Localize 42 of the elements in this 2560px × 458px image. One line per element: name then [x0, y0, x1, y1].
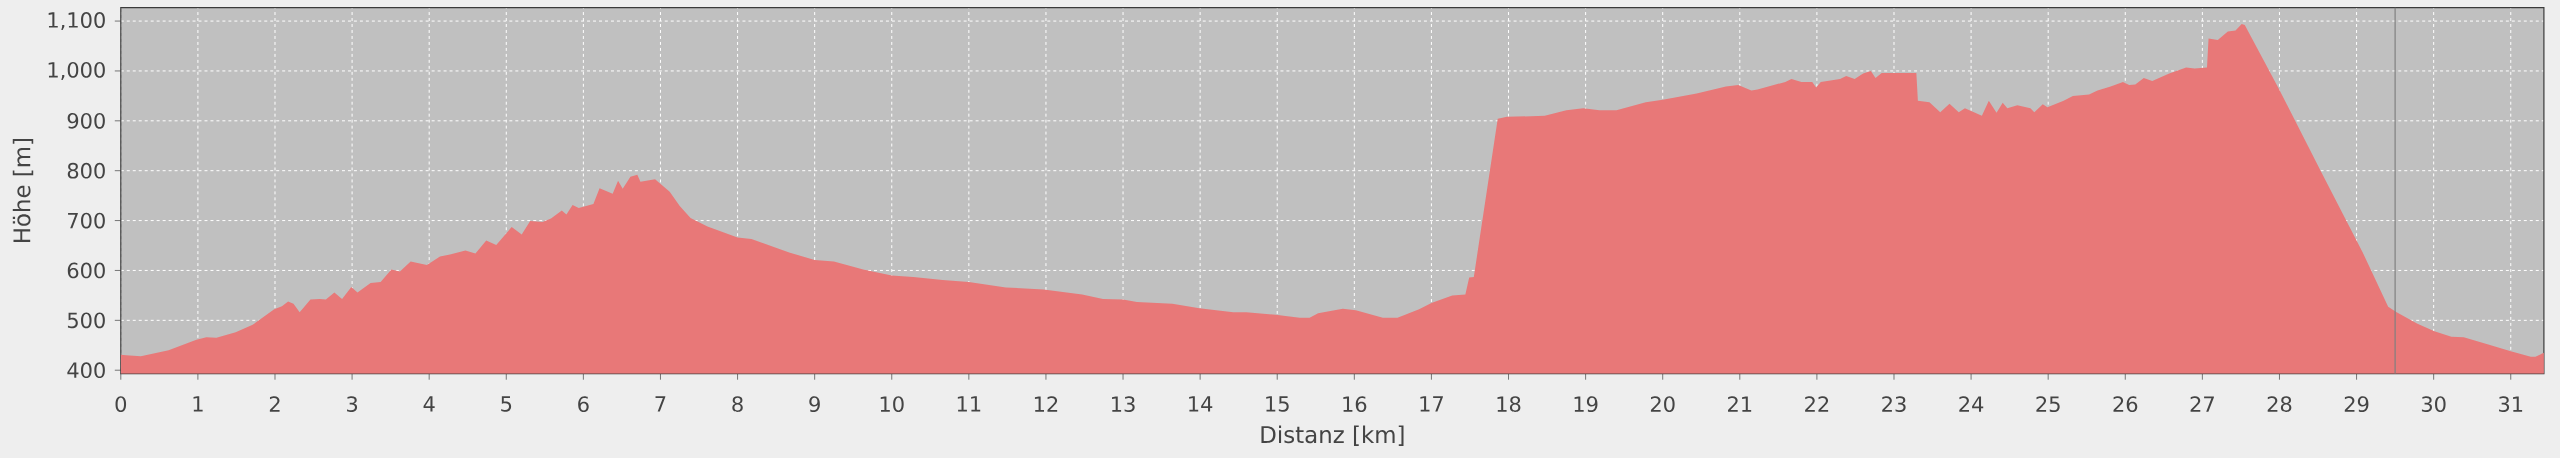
x-tick-label: 23 — [1882, 396, 1906, 413]
y-tick-label: 1,000 — [48, 61, 105, 80]
x-tick-label: 7 — [655, 396, 666, 412]
x-tick-label: 12 — [1034, 396, 1058, 412]
x-tick-label: 19 — [1574, 396, 1598, 413]
x-tick-label: 14 — [1189, 396, 1213, 412]
x-tick-label: 0 — [115, 396, 127, 413]
x-tick-label: 17 — [1420, 396, 1443, 412]
y-tick-label: 700 — [68, 212, 105, 229]
x-tick-label: 13 — [1112, 396, 1135, 413]
x-tick-label: 20 — [1650, 396, 1675, 413]
x-tick-label: 29 — [2344, 396, 2369, 413]
x-tick-label: 18 — [1497, 396, 1521, 413]
x-tick-label: 6 — [578, 396, 589, 413]
x-tick-label: 16 — [1343, 396, 1367, 413]
y-tick-label: 1,100 — [48, 12, 105, 31]
x-tick-label: 5 — [501, 396, 512, 412]
x-tick-label: 11 — [957, 396, 981, 412]
y-tick-label: 500 — [67, 312, 105, 329]
y-tick-label: 800 — [67, 162, 105, 179]
x-tick-label: 15 — [1266, 396, 1289, 412]
y-tick-label: 600 — [67, 262, 105, 279]
y-axis-title: Höhe [m] — [12, 138, 34, 243]
x-tick-label: 10 — [880, 396, 904, 413]
x-tick-label: 24 — [1959, 396, 1984, 412]
x-tick-label: 22 — [1805, 396, 1829, 412]
x-tick-label: 26 — [2113, 396, 2138, 413]
x-tick-label: 30 — [2421, 396, 2446, 413]
y-tick-label: 400 — [67, 362, 105, 379]
x-tick-label: 2 — [269, 396, 280, 412]
x-tick-label: 8 — [732, 396, 743, 413]
x-tick-label: 4 — [423, 396, 435, 412]
x-tick-label: 3 — [347, 396, 358, 413]
x-tick-label: 21 — [1728, 396, 1752, 412]
x-tick-label: 9 — [809, 396, 820, 413]
x-tick-label: 28 — [2267, 396, 2292, 413]
x-tick-label: 25 — [2036, 396, 2060, 413]
x-tick-label: 31 — [2499, 396, 2523, 413]
y-tick-label: 900 — [67, 112, 105, 129]
x-axis-title: Distanz [km] — [1261, 425, 1404, 446]
x-tick-label: 27 — [2190, 396, 2214, 412]
x-tick-label: 1 — [193, 396, 203, 412]
